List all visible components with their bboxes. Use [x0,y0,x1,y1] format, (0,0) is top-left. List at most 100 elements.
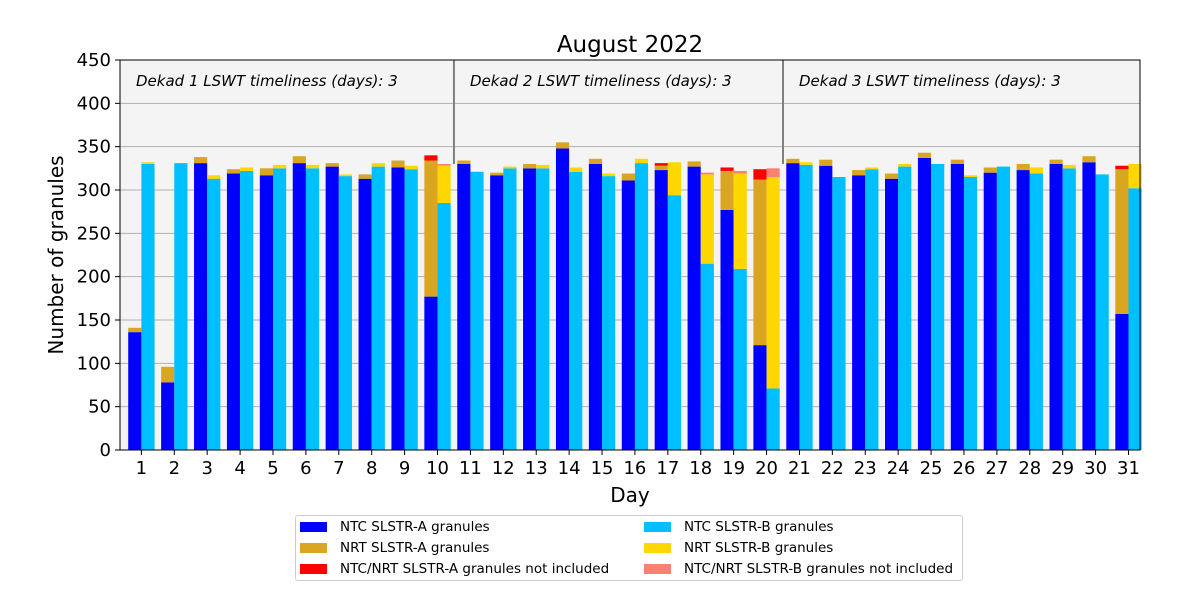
bar-nrt-slstr-a-granules [292,156,306,164]
bar-nrt-slstr-a-granules [358,174,372,179]
bar-ntc-slstr-a-granules [457,164,471,450]
bar-nrt-slstr-b-granules [404,165,418,170]
bar-nrt-slstr-b-granules [733,173,747,269]
bar-nrt-slstr-b-granules [273,164,287,169]
bar-ntc-slstr-a-granules [391,167,405,450]
bar-ntc-slstr-a-granules [523,168,537,451]
bar-nrt-slstr-b-granules [1029,167,1043,174]
chart-title: August 2022 [557,32,703,58]
bar-ntc-nrt-slstr-b-granules-not-included [766,168,780,177]
bar-nrt-slstr-b-granules [700,174,714,264]
legend-label: NTC/NRT SLSTR-A granules not included [340,561,610,577]
bar-ntc-slstr-a-granules [950,164,964,450]
bar-ntc-slstr-a-granules [753,345,767,450]
x-tick-label: 27 [985,458,1008,479]
bar-ntc-slstr-a-granules [621,180,635,450]
x-tick-label: 10 [426,458,449,479]
bar-ntc-slstr-b-granules [174,163,188,450]
x-tick-label: 2 [169,458,180,479]
bar-nrt-slstr-b-granules [240,167,254,171]
bar-nrt-slstr-a-granules [885,173,899,179]
bar-ntc-nrt-slstr-a-granules-not-included [1115,165,1129,170]
bar-ntc-slstr-a-granules [885,178,899,450]
legend-label: NTC SLSTR-A granules [340,519,490,535]
bar-nrt-slstr-a-granules [424,160,438,297]
bar-ntc-slstr-a-granules [292,163,306,450]
bar-nrt-slstr-a-granules [1115,169,1129,314]
bar-nrt-slstr-a-granules [588,158,603,164]
legend-swatch [644,543,671,553]
bar-nrt-slstr-a-granules [852,170,866,176]
bar-ntc-slstr-a-granules [358,178,372,450]
bar-ntc-slstr-b-granules [832,177,846,450]
legend: NTC SLSTR-A granules NRT SLSTR-A granule… [295,515,963,581]
bar-ntc-slstr-b-granules [1095,174,1109,450]
legend-item: NRT SLSTR-B granules [644,538,833,558]
bar-ntc-slstr-b-granules [141,164,155,450]
bar-nrt-slstr-b-granules [799,162,813,165]
legend-swatch [300,564,327,574]
y-axis-label: Number of granules [44,155,68,354]
bar-ntc-slstr-b-granules [240,170,254,450]
x-tick-label: 9 [399,458,410,479]
bar-ntc-nrt-slstr-a-granules-not-included [654,163,668,166]
bar-nrt-slstr-a-granules [226,169,241,174]
x-tick-label: 16 [623,458,646,479]
y-tick-label: 350 [77,137,111,158]
bar-ntc-slstr-b-granules [667,195,681,450]
bar-ntc-nrt-slstr-a-granules-not-included [720,167,734,171]
x-tick-label: 23 [854,458,877,479]
y-tick-label: 50 [88,397,111,418]
x-axis-label: Day [610,483,650,507]
legend-label: NTC/NRT SLSTR-B granules not included [684,561,954,577]
bar-ntc-slstr-b-granules [1029,173,1043,451]
bar-ntc-nrt-slstr-a-granules-not-included [753,169,767,180]
bar-nrt-slstr-a-granules [259,168,273,176]
bar-nrt-slstr-a-granules [457,160,471,164]
bar-ntc-slstr-b-granules [338,176,352,450]
bar-ntc-slstr-b-granules [371,166,385,450]
bar-ntc-nrt-slstr-b-granules-not-included [700,172,714,175]
bar-ntc-slstr-b-granules [865,169,879,450]
bar-nrt-slstr-a-granules [950,159,964,164]
bar-ntc-slstr-b-granules [733,268,747,450]
bar-ntc-slstr-a-granules [983,172,997,450]
dekad-label: Dekad 1 LSWT timeliness (days): 3 [136,72,398,90]
bar-nrt-slstr-a-granules [720,170,734,210]
bar-ntc-slstr-b-granules [1062,168,1076,451]
bar-ntc-slstr-b-granules [569,171,583,451]
x-tick-label: 29 [1051,458,1074,479]
bar-ntc-slstr-a-granules [490,175,504,450]
x-tick-label: 28 [1018,458,1041,479]
x-tick-label: 19 [722,458,745,479]
bar-ntc-slstr-a-granules [720,209,734,450]
bar-nrt-slstr-b-granules [338,174,352,177]
dekad-layer: Dekad 1 LSWT timeliness (days): 3 Dekad 2… [136,60,1061,164]
bar-nrt-slstr-b-granules [503,166,517,169]
bar-nrt-slstr-a-granules [654,165,668,171]
bar-nrt-slstr-a-granules [621,173,635,181]
x-tick-label: 6 [300,458,311,479]
bar-ntc-slstr-a-granules [786,163,800,450]
bar-ntc-slstr-b-granules [437,203,451,450]
x-tick-label: 8 [366,458,377,479]
x-tick-label: 22 [821,458,844,479]
bar-nrt-slstr-a-granules [1049,159,1063,164]
x-tick-label: 14 [558,458,581,479]
bar-ntc-slstr-a-granules [424,296,438,450]
x-tick-label: 5 [267,458,278,479]
legend-swatch [300,543,327,553]
bar-nrt-slstr-a-granules [128,327,142,333]
x-tick-label: 12 [492,458,515,479]
bar-nrt-slstr-b-granules [305,164,320,169]
bar-ntc-nrt-slstr-a-granules-not-included [424,155,438,161]
legend-item: NTC/NRT SLSTR-B granules not included [644,559,953,579]
bar-ntc-slstr-a-granules [325,166,339,450]
bar-nrt-slstr-a-granules [490,172,504,176]
bar-nrt-slstr-a-granules [161,366,175,383]
bar-nrt-slstr-a-granules [555,142,570,149]
bar-nrt-slstr-a-granules [523,164,537,169]
legend-item: NTC SLSTR-A granules [300,517,490,537]
bar-ntc-slstr-a-granules [259,175,273,450]
